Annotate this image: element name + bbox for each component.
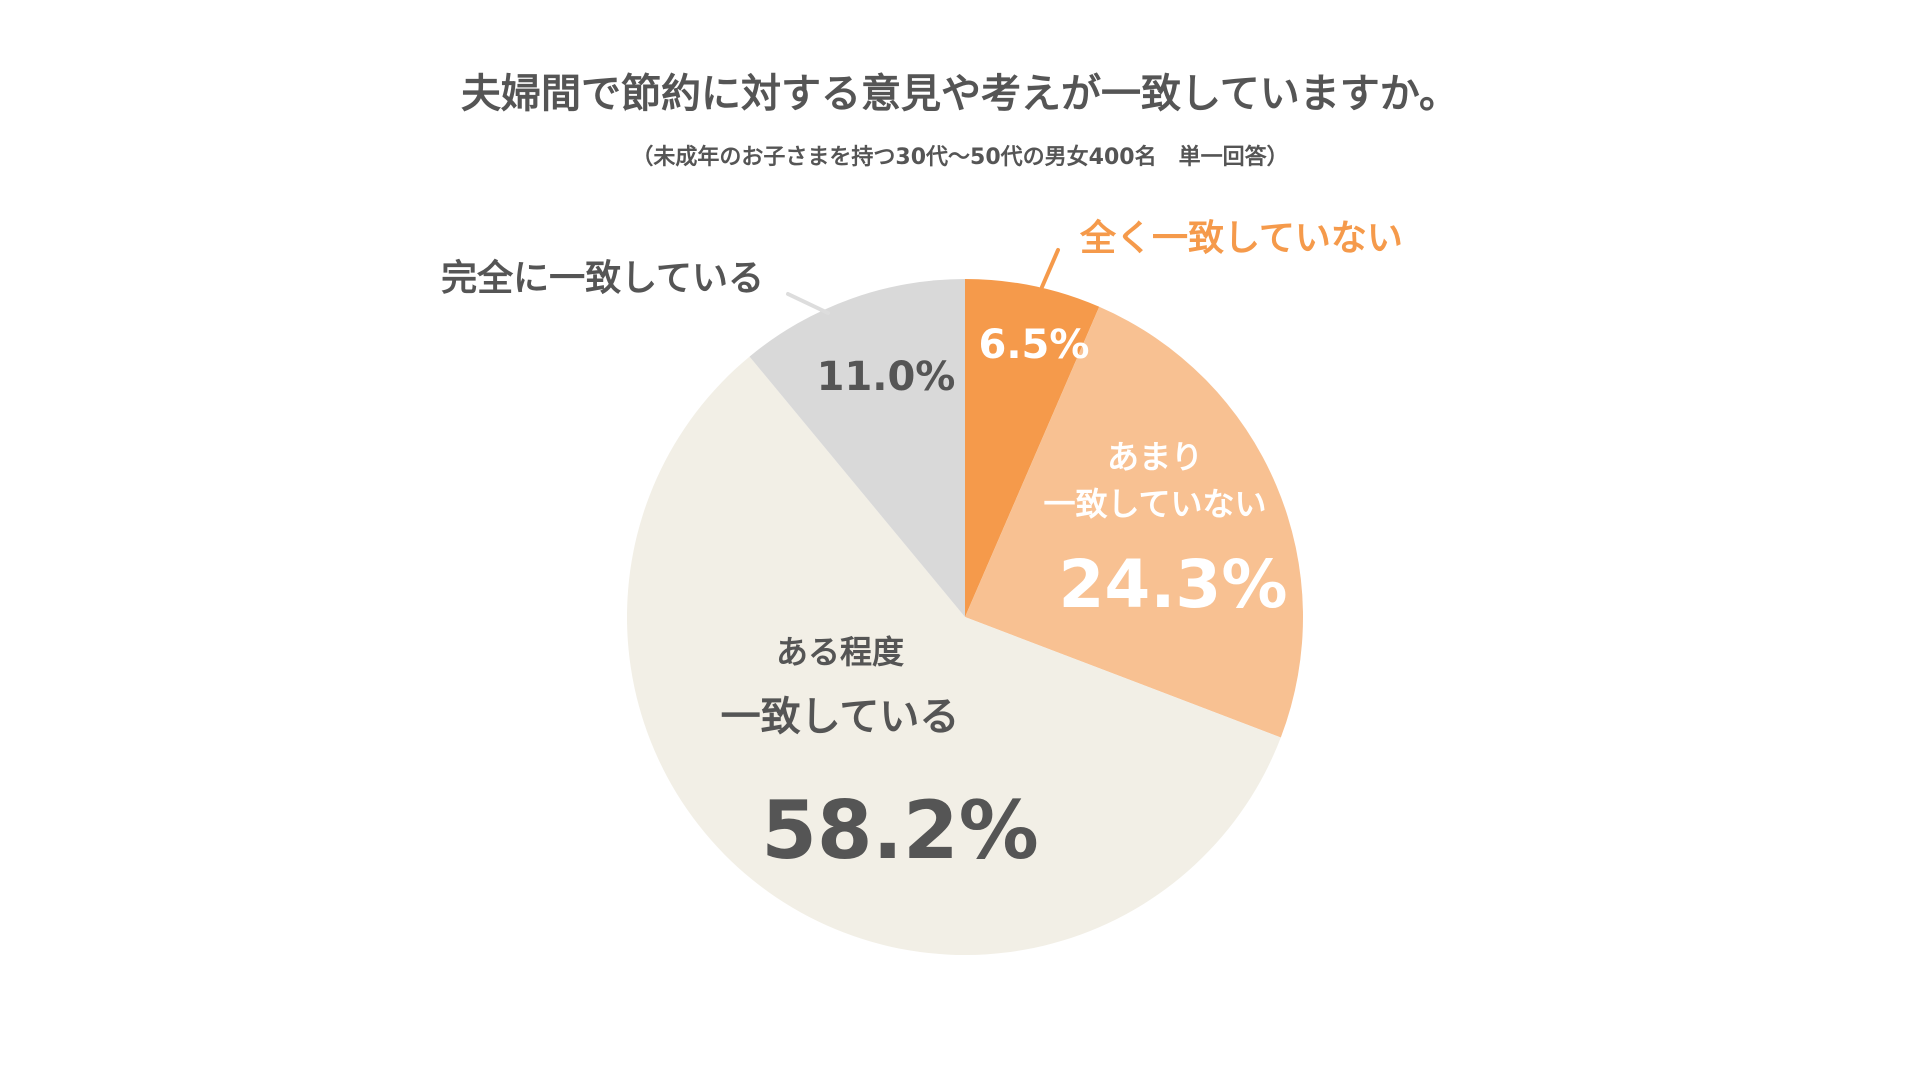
slice-value-1: 6.5%	[979, 322, 1090, 368]
leader-lines	[786, 248, 1060, 315]
leader-line-1	[1040, 248, 1060, 289]
pie-slice-1	[965, 279, 1100, 617]
pie-slice-4	[749, 279, 965, 617]
slice-value-3: 58.2%	[761, 784, 1039, 877]
chart-subtitle: （未成年のお子さまを持つ30代～50代の男女400名 単一回答）	[631, 144, 1288, 170]
slice-value-4: 11.0%	[817, 354, 956, 400]
leader-line-4	[786, 292, 830, 315]
slice-label-1: 全く一致していない	[1079, 217, 1403, 259]
pie-slice-2	[965, 306, 1303, 738]
pie-slices	[627, 279, 1303, 955]
slice-label-2-line-2: 一致していない	[1043, 485, 1266, 523]
slice-value-2: 24.3%	[1059, 546, 1288, 623]
pie-slice-3	[627, 356, 1281, 955]
slice-label-4: 完全に一致している	[441, 257, 764, 299]
slice-label-2-line-1: あまり	[1107, 438, 1203, 476]
chart-title: 夫婦間で節約に対する意見や考えが一致していますか。	[461, 71, 1459, 117]
slice-label-3-line-1: ある程度	[776, 633, 904, 671]
slice-label-3-line-2: 一致している	[721, 694, 960, 740]
